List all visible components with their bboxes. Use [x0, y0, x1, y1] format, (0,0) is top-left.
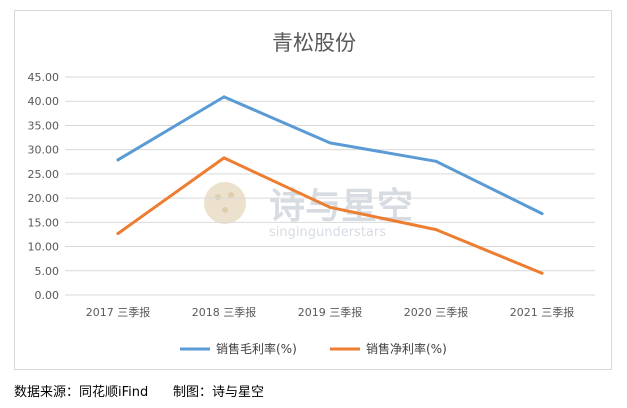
watermark-logo-icon [204, 182, 246, 224]
data-point [328, 205, 332, 209]
y-tick-label: 45.00 [28, 71, 60, 84]
data-point [222, 156, 226, 160]
x-tick-label: 2018 三季报 [192, 305, 257, 319]
watermark: 诗与星空 singingunderstars [204, 182, 413, 240]
y-tick-label: 25.00 [28, 168, 60, 181]
chart-credit: 制图：诗与星空 [173, 385, 265, 400]
data-point [540, 271, 544, 275]
y-axis: 0.00 5.00 10.00 15.00 20.00 25.00 30.00 35.00 40… [28, 71, 60, 302]
watermark-logo-dot [215, 194, 221, 200]
y-tick-label: 5.00 [35, 265, 60, 278]
legend: 销售毛利率(%) 销售净利率(%) [180, 341, 447, 356]
data-point [434, 159, 438, 163]
data-point [116, 231, 120, 235]
y-tick-label: 20.00 [28, 192, 60, 205]
x-axis: 2017 三季报 2018 三季报 2019 三季报 2020 三季报 2021 三季报 [86, 305, 575, 319]
watermark-logo-dot [228, 192, 234, 198]
x-tick-label: 2021 三季报 [510, 305, 575, 319]
y-tick-label: 35.00 [28, 119, 60, 132]
y-tick-label: 0.00 [35, 289, 60, 302]
data-point [434, 228, 438, 232]
legend-label: 销售净利率(%) [366, 341, 447, 356]
watermark-logo-dot [222, 207, 228, 213]
y-tick-label: 30.00 [28, 144, 60, 157]
chart-frame: 青松股份 诗与星空 singingunderstars 0.00 5.00 10.0… [14, 10, 612, 370]
footer: 数据来源：同花顺iFind 制图：诗与星空 [14, 381, 264, 400]
chart-title: 青松股份 [272, 31, 356, 55]
y-tick-label: 10.00 [28, 241, 60, 254]
data-point [328, 141, 332, 145]
data-point [222, 95, 226, 99]
y-tick-label: 40.00 [28, 95, 60, 108]
gridlines [65, 76, 595, 296]
data-point [540, 212, 544, 216]
legend-label: 销售毛利率(%) [216, 341, 297, 356]
y-tick-label: 15.00 [28, 216, 60, 229]
data-source-note: 数据来源：同花顺iFind [14, 385, 149, 400]
data-point [116, 158, 120, 162]
watermark-subtext: singingunderstars [269, 225, 386, 240]
series-lines [116, 95, 544, 275]
line-chart: 青松股份 诗与星空 singingunderstars 0.00 5.00 10.0… [28, 31, 595, 356]
x-tick-label: 2019 三季报 [298, 305, 363, 319]
x-tick-label: 2020 三季报 [404, 305, 469, 319]
x-tick-label: 2017 三季报 [86, 305, 151, 319]
